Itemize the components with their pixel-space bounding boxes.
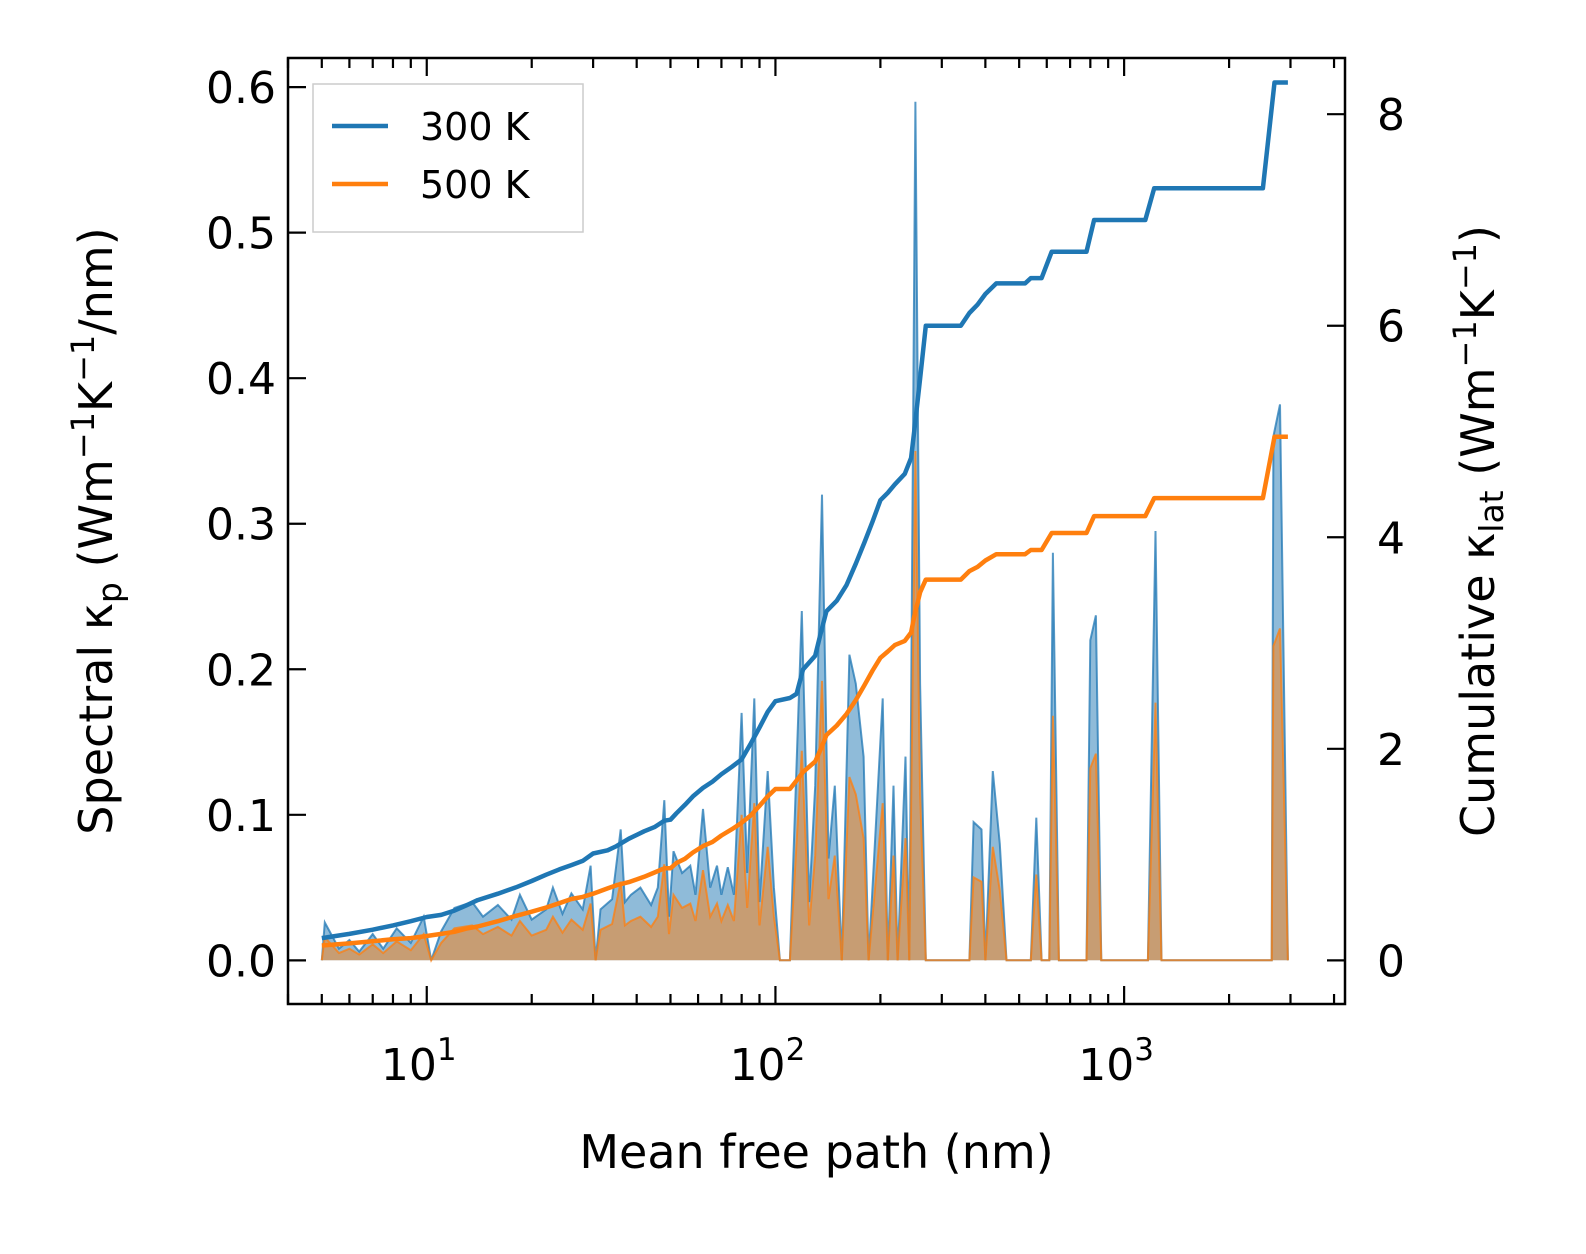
y-left-title-text: Spectral κ [69, 603, 123, 835]
x-tick-label-base: 10 [381, 1040, 437, 1091]
y-axis-title-right: Cumulative κlat (Wm−1K−1) [1446, 225, 1511, 837]
y-right-tick-label: 2 [1377, 725, 1405, 776]
spectral-fill-500k [321, 451, 1288, 961]
x-tick-label: 103 [1078, 1032, 1154, 1091]
y-right-title-text3: K [1451, 288, 1505, 320]
y-left-title-sup1: −1 [64, 412, 102, 459]
x-tick-label: 102 [730, 1032, 806, 1091]
plot-frame [286, 56, 1347, 1006]
y-right-tick-label: 0 [1377, 936, 1405, 987]
y-right-tick-label: 6 [1377, 302, 1405, 353]
cumulative-line-300k [321, 80, 1288, 941]
legend-label-500k: 500 K [420, 163, 531, 207]
y-left-title-sub: p [90, 582, 129, 603]
legend: 300 K 500 K [312, 83, 584, 233]
x-tick-label: 101 [381, 1032, 457, 1091]
y-left-tick-label: 0.2 [206, 645, 276, 696]
x-tick-label-base: 10 [1078, 1040, 1134, 1091]
y-left-title-text3: K [69, 380, 123, 412]
x-tick-label-base: 10 [730, 1040, 786, 1091]
spectral-fill-300k [321, 101, 1288, 961]
y-right-title-sub: lat [1472, 490, 1511, 532]
y-left-tick-label: 0.6 [206, 63, 276, 114]
cumulative-line-500k [321, 434, 1288, 948]
y-right-title-text2: (Wm [1451, 367, 1505, 490]
legend-label-300k: 300 K [420, 105, 531, 149]
y-right-tick-label: 8 [1377, 90, 1405, 141]
legend-box [312, 83, 584, 233]
y-axis-title-left: Spectral κp (Wm−1K−1/nm) [64, 227, 129, 834]
y-right-tick-label: 4 [1377, 513, 1405, 564]
y-left-title-text4: /nm) [69, 227, 123, 334]
y-right-title-text: Cumulative κ [1451, 533, 1505, 837]
axis-ticks [286, 58, 1345, 1004]
y-right-title-sup1: −1 [1446, 320, 1484, 367]
y-left-title-sup2: −1 [64, 335, 102, 382]
y-left-tick-label: 0.5 [206, 209, 276, 260]
x-axis-title: Mean free path (nm) [579, 1125, 1053, 1179]
y-left-tick-label: 0.4 [206, 354, 276, 405]
y-left-tick-label: 0.3 [206, 500, 276, 551]
series-lines [321, 80, 1288, 948]
x-tick-label-exp: 3 [1134, 1032, 1154, 1068]
y-left-tick-label: 0.1 [206, 791, 276, 842]
y-left-title-text2: (Wm [69, 459, 123, 582]
y-left-tick-label: 0.0 [206, 936, 276, 987]
y-right-title-text4: ) [1451, 225, 1505, 243]
x-tick-label-exp: 2 [786, 1032, 806, 1068]
spectral-line-500k [320, 450, 1289, 963]
x-tick-label-exp: 1 [437, 1032, 457, 1068]
y-right-title-sup2: −1 [1446, 243, 1484, 290]
